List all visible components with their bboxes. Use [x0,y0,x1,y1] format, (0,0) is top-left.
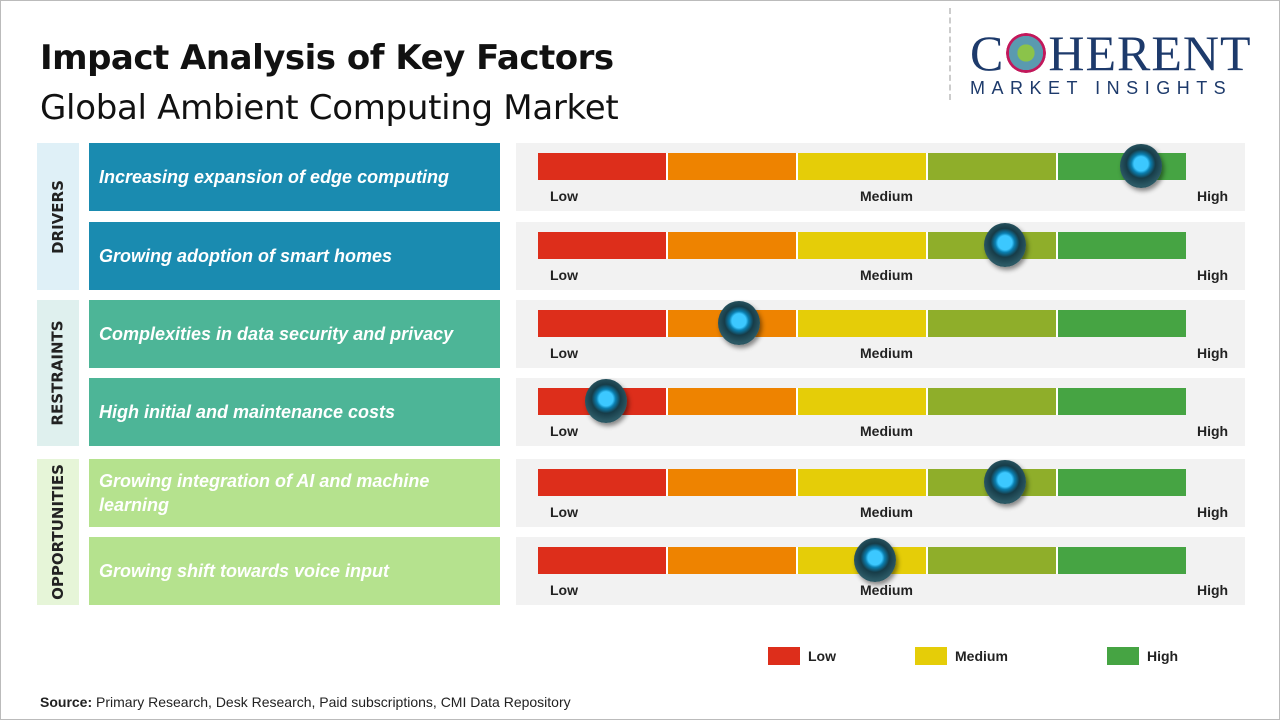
gauge-low-label: Low [550,188,578,204]
gauge-segment [928,153,1058,180]
page-title: Impact Analysis of Key Factors [40,38,614,78]
gauge-high-label: High [1197,188,1229,204]
gauge-high-label: High [1197,267,1229,283]
gauge-high-label: High [1197,423,1229,439]
impact-gauge: Low Medium High [516,537,1245,605]
globe-icon [1006,33,1047,73]
factor-label: Increasing expansion of edge computing [89,143,500,211]
gauge-high-label: High [1197,504,1229,520]
gauge-segment [928,310,1058,337]
gauge-segment [928,547,1058,574]
legend-high: High [1107,647,1178,665]
gauge-bar [538,469,1186,496]
gauge-segment [1058,547,1186,574]
gauge-segment [798,388,928,415]
gauge-medium-label: Medium [860,267,913,283]
gauge-bar [538,153,1186,180]
gauge-medium-label: Medium [860,582,913,598]
factor-label: Growing shift towards voice input [89,537,500,605]
impact-gauge: Low Medium High [516,378,1245,446]
impact-indicator-knob [853,538,896,582]
gauge-segment [1058,232,1186,259]
gauge-segment [668,547,798,574]
gauge-low-label: Low [550,582,578,598]
gauge-segment [538,547,668,574]
factor-label: Complexities in data security and privac… [89,300,500,368]
gauge-segment [668,388,798,415]
legend-low: Low [768,647,836,665]
gauge-medium-label: Medium [860,504,913,520]
gauge-segment [668,469,798,496]
gauge-bar [538,232,1186,259]
impact-gauge: Low Medium High [516,222,1245,290]
gauge-segment [798,153,928,180]
category-label: RESTRAINTS [49,320,68,426]
factor-label: High initial and maintenance costs [89,378,500,446]
gauge-low-label: Low [550,423,578,439]
category-restraints: RESTRAINTS [37,300,79,446]
gauge-low-label: Low [550,504,578,520]
impact-gauge: Low Medium High [516,143,1245,211]
impact-indicator-knob [1119,144,1162,188]
legend-swatch [1107,647,1139,665]
legend-medium: Medium [915,647,1008,665]
gauge-segment [798,469,928,496]
gauge-segment [1058,469,1186,496]
gauge-low-label: Low [550,345,578,361]
source-note: Source: Primary Research, Desk Research,… [40,694,571,710]
impact-indicator-knob [983,223,1026,267]
gauge-segment [668,232,798,259]
gauge-segment [798,310,928,337]
gauge-segment [538,232,668,259]
gauge-segment [668,153,798,180]
impact-indicator-knob [983,460,1026,504]
gauge-segment [928,388,1058,415]
coherent-logo: C HERENT MARKET INSIGHTS [970,25,1252,98]
impact-gauge: Low Medium High [516,300,1245,368]
gauge-high-label: High [1197,582,1229,598]
gauge-bar [538,388,1186,415]
gauge-segment [538,469,668,496]
gauge-segment [1058,310,1186,337]
category-label: DRIVERS [49,179,68,254]
gauge-high-label: High [1197,345,1229,361]
gauge-medium-label: Medium [860,345,913,361]
category-drivers: DRIVERS [37,143,79,290]
gauge-segment [538,310,668,337]
divider [949,8,951,100]
gauge-segment [1058,388,1186,415]
legend-swatch [768,647,800,665]
impact-indicator-knob [585,379,628,423]
gauge-medium-label: Medium [860,188,913,204]
gauge-bar [538,310,1186,337]
impact-indicator-knob [717,301,760,345]
category-opportunities: OPPORTUNITIES [37,459,79,605]
gauge-medium-label: Medium [860,423,913,439]
legend-swatch [915,647,947,665]
category-label: OPPORTUNITIES [49,464,67,600]
impact-gauge: Low Medium High [516,459,1245,527]
gauge-segment [798,232,928,259]
factor-label: Growing integration of AI and machine le… [89,459,500,527]
gauge-low-label: Low [550,267,578,283]
page-subtitle: Global Ambient Computing Market [40,88,619,128]
factor-label: Growing adoption of smart homes [89,222,500,290]
gauge-segment [538,153,668,180]
